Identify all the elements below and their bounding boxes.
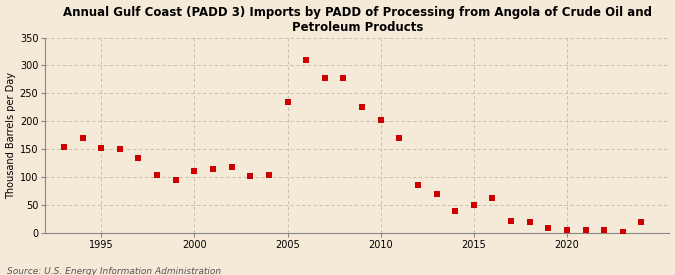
Point (282, 100, 293, 104)
Point (96, 146, 107, 150)
Point (152, 172, 163, 177)
Point (562, 228, 572, 232)
Point (226, 165, 237, 169)
Point (133, 156, 144, 160)
Point (450, 209, 460, 213)
Point (599, 228, 610, 233)
Point (618, 229, 628, 234)
Point (431, 192, 442, 196)
Point (245, 174, 256, 178)
Point (170, 178, 181, 182)
Point (375, 117, 386, 122)
Point (524, 220, 535, 224)
Text: Source: U.S. Energy Information Administration: Source: U.S. Energy Information Administ… (7, 267, 221, 275)
Point (506, 219, 516, 223)
Y-axis label: Thousand Barrels per Day: Thousand Barrels per Day (5, 72, 16, 199)
Point (412, 182, 423, 187)
Point (115, 147, 126, 152)
Point (487, 196, 498, 200)
Point (543, 226, 554, 230)
Point (468, 203, 479, 207)
Point (636, 220, 647, 224)
Point (319, 76, 330, 80)
Point (580, 228, 591, 233)
Point (189, 168, 200, 173)
Point (356, 105, 367, 110)
Point (77, 136, 88, 140)
Point (394, 136, 405, 140)
Point (263, 172, 274, 177)
Point (301, 58, 312, 62)
Title: Annual Gulf Coast (PADD 3) Imports by PADD of Processing from Angola of Crude Oi: Annual Gulf Coast (PADD 3) Imports by PA… (63, 6, 652, 34)
Point (338, 76, 349, 80)
Point (208, 167, 219, 171)
Point (59, 144, 70, 149)
